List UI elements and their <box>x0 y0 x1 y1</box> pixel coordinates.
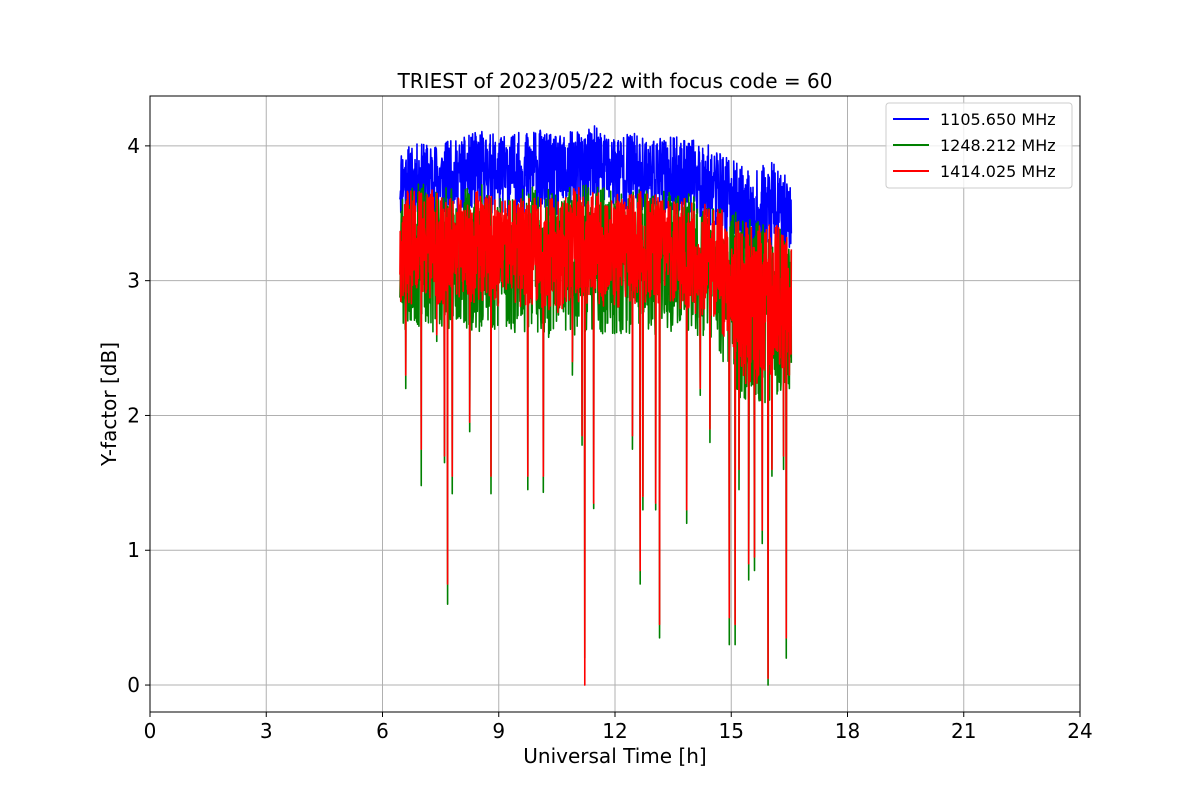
x-tick-label: 24 <box>1067 719 1092 743</box>
x-tick-label: 6 <box>376 719 389 743</box>
y-tick-label: 4 <box>127 134 140 158</box>
legend: 1105.650 MHz 1248.212 MHz 1414.025 MHz <box>885 102 1073 189</box>
x-axis-label: Universal Time [h] <box>523 744 706 768</box>
legend-label: 1105.650 MHz <box>940 110 1056 129</box>
legend-label: 1248.212 MHz <box>940 136 1056 155</box>
series-line <box>399 125 793 266</box>
legend-label: 1414.025 MHz <box>940 162 1056 181</box>
series-line <box>399 186 793 686</box>
legend-box <box>885 102 1073 189</box>
y-axis-label: Y-factor [dB] <box>97 342 121 467</box>
x-tick-label: 18 <box>835 719 860 743</box>
y-tick-label: 2 <box>127 403 140 427</box>
x-tick-label: 3 <box>260 719 273 743</box>
x-tick-label: 21 <box>951 719 976 743</box>
y-tick-label: 0 <box>127 673 140 697</box>
y-tick-label: 1 <box>127 538 140 562</box>
x-tick-label: 9 <box>492 719 505 743</box>
x-tick-label: 15 <box>719 719 744 743</box>
x-tick-label: 12 <box>602 719 627 743</box>
chart-title: TRIEST of 2023/05/22 with focus code = 6… <box>397 69 833 93</box>
x-tick-label: 0 <box>144 719 157 743</box>
series-layer <box>399 125 793 686</box>
y-tick-label: 3 <box>127 269 140 293</box>
